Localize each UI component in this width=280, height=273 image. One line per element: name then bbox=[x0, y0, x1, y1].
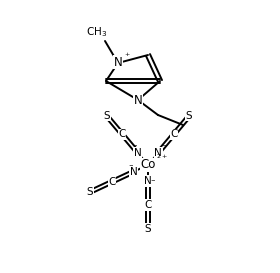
Text: S: S bbox=[145, 224, 151, 234]
Text: N: N bbox=[114, 55, 122, 69]
Text: S: S bbox=[104, 111, 110, 121]
Text: N: N bbox=[144, 176, 152, 186]
Text: N: N bbox=[154, 148, 162, 158]
Text: C: C bbox=[108, 177, 115, 187]
Text: C: C bbox=[170, 129, 178, 139]
Text: $^-$: $^-$ bbox=[127, 161, 134, 170]
Text: $^-$: $^-$ bbox=[150, 177, 157, 185]
Text: Co: Co bbox=[140, 159, 156, 171]
Text: N: N bbox=[130, 167, 137, 177]
Text: $^{2+}$: $^{2+}$ bbox=[156, 153, 168, 162]
Text: S: S bbox=[87, 187, 93, 197]
Text: $^-$: $^-$ bbox=[131, 142, 138, 151]
Text: N: N bbox=[134, 94, 142, 108]
Text: C: C bbox=[119, 129, 126, 139]
Text: CH$_3$: CH$_3$ bbox=[87, 25, 108, 39]
Text: S: S bbox=[186, 111, 192, 121]
Text: N: N bbox=[134, 148, 142, 158]
Text: C: C bbox=[144, 200, 152, 210]
Text: $^-$: $^-$ bbox=[160, 142, 167, 151]
Text: $^+$: $^+$ bbox=[123, 52, 131, 61]
